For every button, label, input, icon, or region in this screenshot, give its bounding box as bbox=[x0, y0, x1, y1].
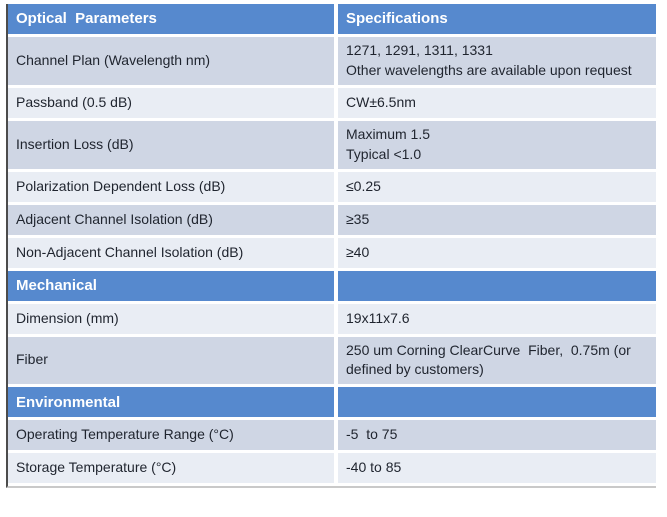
parameter-cell: Passband (0.5 dB) bbox=[8, 87, 334, 118]
table-row: Channel Plan (Wavelength nm) 1271, 1291,… bbox=[8, 37, 656, 85]
parameter-cell: Mechanical bbox=[8, 270, 334, 301]
table-row: Dimension (mm) 19x11x7.6 bbox=[8, 303, 656, 334]
parameter-cell: Non-Adjacent Channel Isolation (dB) bbox=[8, 237, 334, 268]
specification-cell: -5 to 75 bbox=[338, 420, 656, 451]
specification-cell: CW±6.5nm bbox=[338, 87, 656, 118]
specification-cell: 19x11x7.6 bbox=[338, 303, 656, 334]
parameter-cell: Environmental bbox=[8, 387, 334, 418]
section-header-row: Mechanical bbox=[8, 270, 656, 301]
column-header-row: Optical Parameters Specifications bbox=[8, 4, 656, 34]
parameter-cell: Operating Temperature Range (°C) bbox=[8, 420, 334, 451]
specification-cell: ≤0.25 bbox=[338, 171, 656, 202]
table-row: Fiber 250 um Corning ClearCurve Fiber, 0… bbox=[8, 336, 656, 385]
specification-cell bbox=[338, 270, 656, 301]
specification-cell: 1271, 1291, 1311, 1331 Other wavelengths… bbox=[338, 37, 656, 85]
table-row: Non-Adjacent Channel Isolation (dB) ≥40 bbox=[8, 237, 656, 268]
table-row: Adjacent Channel Isolation (dB) ≥35 bbox=[8, 204, 656, 235]
section-header-row: Environmental bbox=[8, 387, 656, 418]
specification-cell: ≥40 bbox=[338, 237, 656, 268]
specification-cell: -40 to 85 bbox=[338, 453, 656, 484]
table-row: Operating Temperature Range (°C) -5 to 7… bbox=[8, 420, 656, 451]
parameter-cell: Insertion Loss (dB) bbox=[8, 120, 334, 169]
table-row: Insertion Loss (dB) Maximum 1.5 Typical … bbox=[8, 120, 656, 169]
specifications-table: Optical Parameters Specifications Channe… bbox=[6, 4, 656, 489]
parameter-cell: Optical Parameters bbox=[8, 4, 334, 34]
specification-cell: ≥35 bbox=[338, 204, 656, 235]
table-row: Passband (0.5 dB) CW±6.5nm bbox=[8, 87, 656, 118]
parameter-cell: Adjacent Channel Isolation (dB) bbox=[8, 204, 334, 235]
specification-cell: Specifications bbox=[338, 4, 656, 34]
table-row: Storage Temperature (°C) -40 to 85 bbox=[8, 453, 656, 484]
parameter-cell: Channel Plan (Wavelength nm) bbox=[8, 37, 334, 85]
parameter-cell: Polarization Dependent Loss (dB) bbox=[8, 171, 334, 202]
specification-cell: Maximum 1.5 Typical <1.0 bbox=[338, 120, 656, 169]
table-row: Polarization Dependent Loss (dB) ≤0.25 bbox=[8, 171, 656, 202]
specification-cell bbox=[338, 387, 656, 418]
parameter-cell: Dimension (mm) bbox=[8, 303, 334, 334]
parameter-cell: Fiber bbox=[8, 336, 334, 385]
specification-cell: 250 um Corning ClearCurve Fiber, 0.75m (… bbox=[338, 336, 656, 385]
parameter-cell: Storage Temperature (°C) bbox=[8, 453, 334, 484]
